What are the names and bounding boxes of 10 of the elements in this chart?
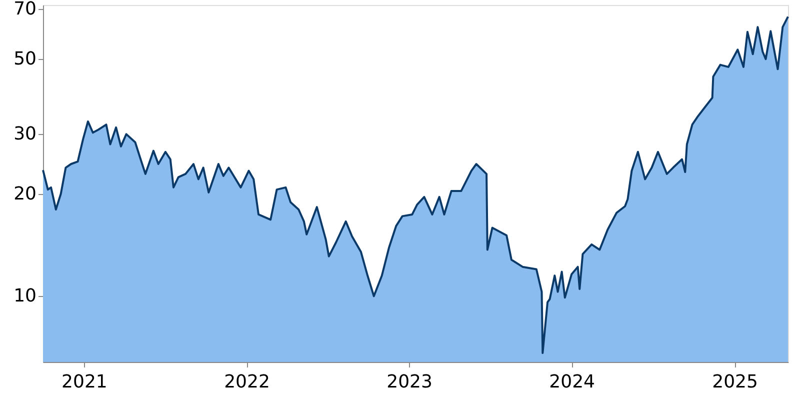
y-tick-label: 50: [14, 48, 36, 70]
x-tick-label: 2023: [386, 372, 432, 392]
y-tick-label: 20: [14, 183, 36, 204]
y-tick-label: 10: [14, 286, 36, 307]
y-tick-label: 30: [14, 124, 36, 145]
x-tick-label: 2024: [549, 372, 595, 392]
y-tick-label: 70: [14, 0, 36, 20]
x-tick-label: 2022: [224, 372, 270, 392]
x-tick-label: 2025: [712, 372, 758, 392]
x-tick-label: 2021: [62, 372, 108, 392]
